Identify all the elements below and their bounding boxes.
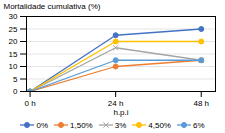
svg-text:15: 15: [9, 50, 18, 59]
svg-text:30: 30: [9, 12, 18, 21]
svg-text:0: 0: [13, 87, 18, 96]
html-text:3%: 3%: [114, 120, 127, 130]
svg-text:48 h: 48 h: [193, 99, 209, 108]
svg-text:25: 25: [9, 25, 18, 34]
html-text:0%: 0%: [36, 120, 48, 130]
html-text:1,50%: 1,50%: [70, 120, 93, 130]
html-text:4,50%: 4,50%: [148, 120, 171, 130]
svg-text:0 h: 0 h: [25, 99, 36, 108]
svg-text:h.p.i: h.p.i: [113, 108, 128, 117]
svg-text:10: 10: [9, 62, 18, 71]
html-text:6%: 6%: [193, 120, 205, 130]
svg-text:24 h: 24 h: [107, 99, 124, 109]
svg-text:20: 20: [9, 37, 18, 46]
svg-text:5: 5: [13, 75, 18, 84]
svg-text:Mortalidade cumulativa (%): Mortalidade cumulativa (%): [4, 2, 101, 11]
